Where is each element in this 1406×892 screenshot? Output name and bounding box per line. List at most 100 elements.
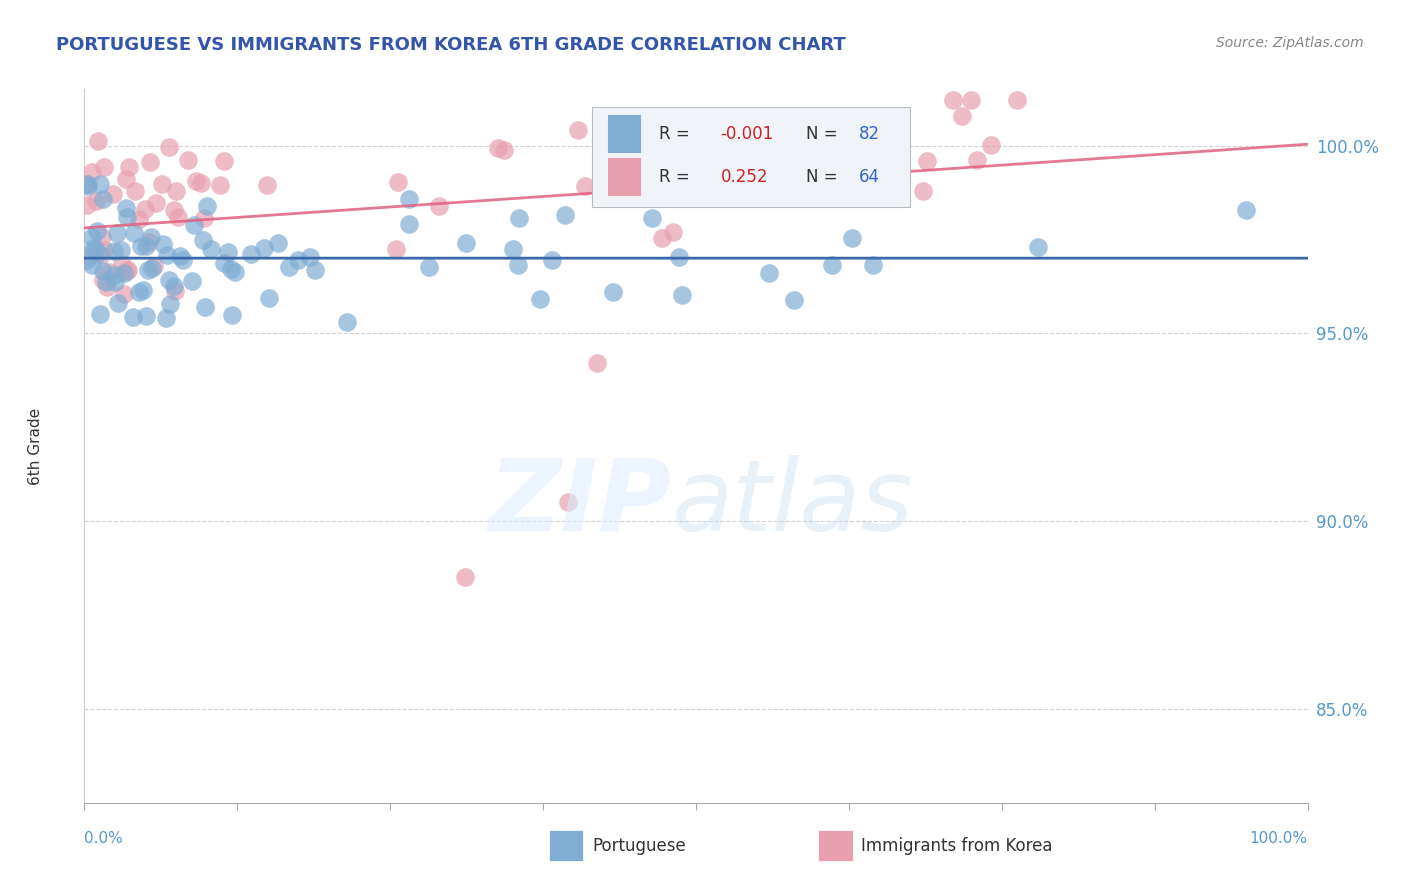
Point xyxy=(141,260,163,275)
Point xyxy=(239,247,262,261)
Point xyxy=(112,266,135,280)
Point xyxy=(138,235,160,250)
Point xyxy=(195,199,218,213)
Point xyxy=(103,244,125,258)
Point xyxy=(1028,240,1050,254)
Point xyxy=(486,141,509,155)
Point xyxy=(456,236,478,251)
Bar xyxy=(818,830,852,862)
Point xyxy=(257,291,280,305)
Point xyxy=(662,225,685,239)
Point xyxy=(136,263,159,277)
Point xyxy=(86,134,108,148)
Point xyxy=(574,179,596,194)
Point xyxy=(80,165,103,179)
Point xyxy=(862,258,884,272)
Point xyxy=(93,243,115,257)
Point xyxy=(221,308,243,322)
Point xyxy=(508,259,530,273)
Text: Immigrants from Korea: Immigrants from Korea xyxy=(860,837,1053,855)
Text: 82: 82 xyxy=(859,125,880,143)
Point xyxy=(163,279,186,293)
Point xyxy=(145,196,167,211)
Point xyxy=(150,177,173,191)
Point xyxy=(87,246,110,260)
Point xyxy=(163,203,186,218)
Point xyxy=(567,123,589,137)
Point xyxy=(97,265,120,279)
Text: atlas: atlas xyxy=(672,455,912,551)
Point xyxy=(76,252,98,267)
Point xyxy=(90,248,112,262)
Point xyxy=(129,239,152,253)
Point xyxy=(429,199,451,213)
Text: 64: 64 xyxy=(859,168,880,186)
Point xyxy=(950,109,973,123)
Point xyxy=(77,249,100,263)
Point xyxy=(267,235,290,250)
Point xyxy=(190,176,212,190)
Bar xyxy=(606,114,641,153)
Point xyxy=(641,211,664,225)
Point xyxy=(633,153,655,167)
Text: Portuguese: Portuguese xyxy=(592,837,686,855)
Point xyxy=(172,253,194,268)
Point xyxy=(114,172,136,186)
Point xyxy=(177,153,200,167)
Point xyxy=(398,192,420,206)
Point xyxy=(93,160,115,174)
Point xyxy=(135,239,157,253)
Point xyxy=(200,242,222,256)
Point xyxy=(152,237,174,252)
Point xyxy=(86,194,108,209)
Point xyxy=(103,268,125,283)
Point xyxy=(82,258,104,272)
Point xyxy=(82,241,104,255)
Point xyxy=(132,283,155,297)
Point xyxy=(492,143,515,157)
Point xyxy=(156,248,179,262)
Point xyxy=(110,243,132,257)
Text: PORTUGUESE VS IMMIGRANTS FROM KOREA 6TH GRADE CORRELATION CHART: PORTUGUESE VS IMMIGRANTS FROM KOREA 6TH … xyxy=(56,36,846,54)
Point xyxy=(224,265,246,279)
Point xyxy=(155,311,177,326)
Point xyxy=(529,292,551,306)
Point xyxy=(959,94,981,108)
Text: 0.0%: 0.0% xyxy=(84,831,124,847)
Point xyxy=(212,154,235,169)
Text: 0.252: 0.252 xyxy=(720,168,768,186)
Point xyxy=(134,202,156,217)
Point xyxy=(115,202,138,216)
Point xyxy=(298,250,321,264)
Point xyxy=(105,226,128,240)
Point xyxy=(668,251,690,265)
Bar xyxy=(550,830,583,862)
Point xyxy=(651,230,673,244)
Point xyxy=(915,153,938,168)
Point xyxy=(91,273,114,287)
Point xyxy=(1236,202,1258,217)
Point xyxy=(387,175,409,189)
Point xyxy=(942,94,965,108)
Point xyxy=(278,260,301,274)
Point xyxy=(193,211,215,225)
Text: N =: N = xyxy=(806,168,838,186)
Point xyxy=(841,231,863,245)
Point xyxy=(169,248,191,262)
Point xyxy=(128,211,150,226)
Bar xyxy=(606,157,641,196)
Point xyxy=(118,160,141,174)
Text: N =: N = xyxy=(806,125,838,143)
Point xyxy=(191,233,214,247)
Point xyxy=(77,178,100,193)
Point xyxy=(186,174,208,188)
Point xyxy=(89,177,111,191)
Point xyxy=(252,241,274,255)
Point xyxy=(1005,94,1028,108)
Point xyxy=(398,217,420,231)
Point xyxy=(135,309,157,323)
Point xyxy=(124,227,146,241)
Point xyxy=(911,184,934,198)
Point xyxy=(783,293,806,307)
Point xyxy=(166,210,188,224)
